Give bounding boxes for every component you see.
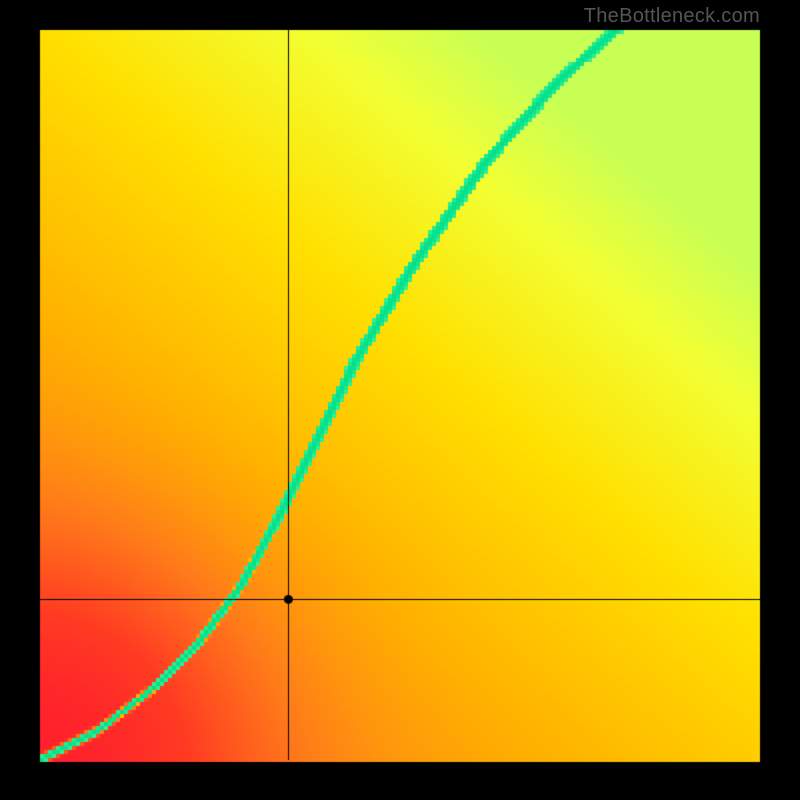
chart-container: TheBottleneck.com — [0, 0, 800, 800]
bottleneck-heatmap — [0, 0, 800, 800]
watermark-text: TheBottleneck.com — [584, 5, 760, 28]
